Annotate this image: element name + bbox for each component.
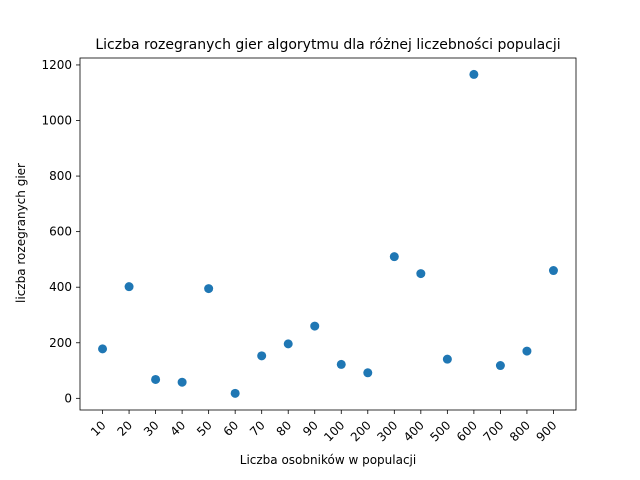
data-point-100 [336,359,346,369]
data-point-300 [389,252,399,262]
chart-title: Liczba rozegranych gier algorytmu dla ró… [95,37,560,53]
data-point-700 [495,361,505,371]
data-point-400 [416,269,426,279]
data-point-900 [548,266,558,276]
y-tick-label-1200: 1200 [41,58,72,72]
y-tick-label-600: 600 [49,225,72,239]
data-point-10 [98,344,108,354]
data-point-40 [177,377,187,387]
y-tick-label-800: 800 [49,169,72,183]
data-point-500 [442,354,452,364]
data-point-600 [469,69,479,79]
data-point-30 [151,374,161,384]
y-tick-label-0: 0 [64,391,72,405]
data-point-50 [204,284,214,294]
data-point-90 [310,321,320,331]
data-point-800 [522,346,532,356]
data-point-60 [230,388,240,398]
y-tick-label-1000: 1000 [41,114,72,128]
y-tick-label-400: 400 [49,280,72,294]
x-axis-label: Liczba osobników w populacji [240,453,416,467]
data-point-200 [363,368,373,378]
y-axis-label: liczba rozegranych gier [14,163,28,303]
data-point-80 [283,339,293,349]
data-point-70 [257,351,267,361]
plot-frame [79,57,577,411]
data-point-20 [124,282,134,292]
y-tick-label-200: 200 [49,336,72,350]
